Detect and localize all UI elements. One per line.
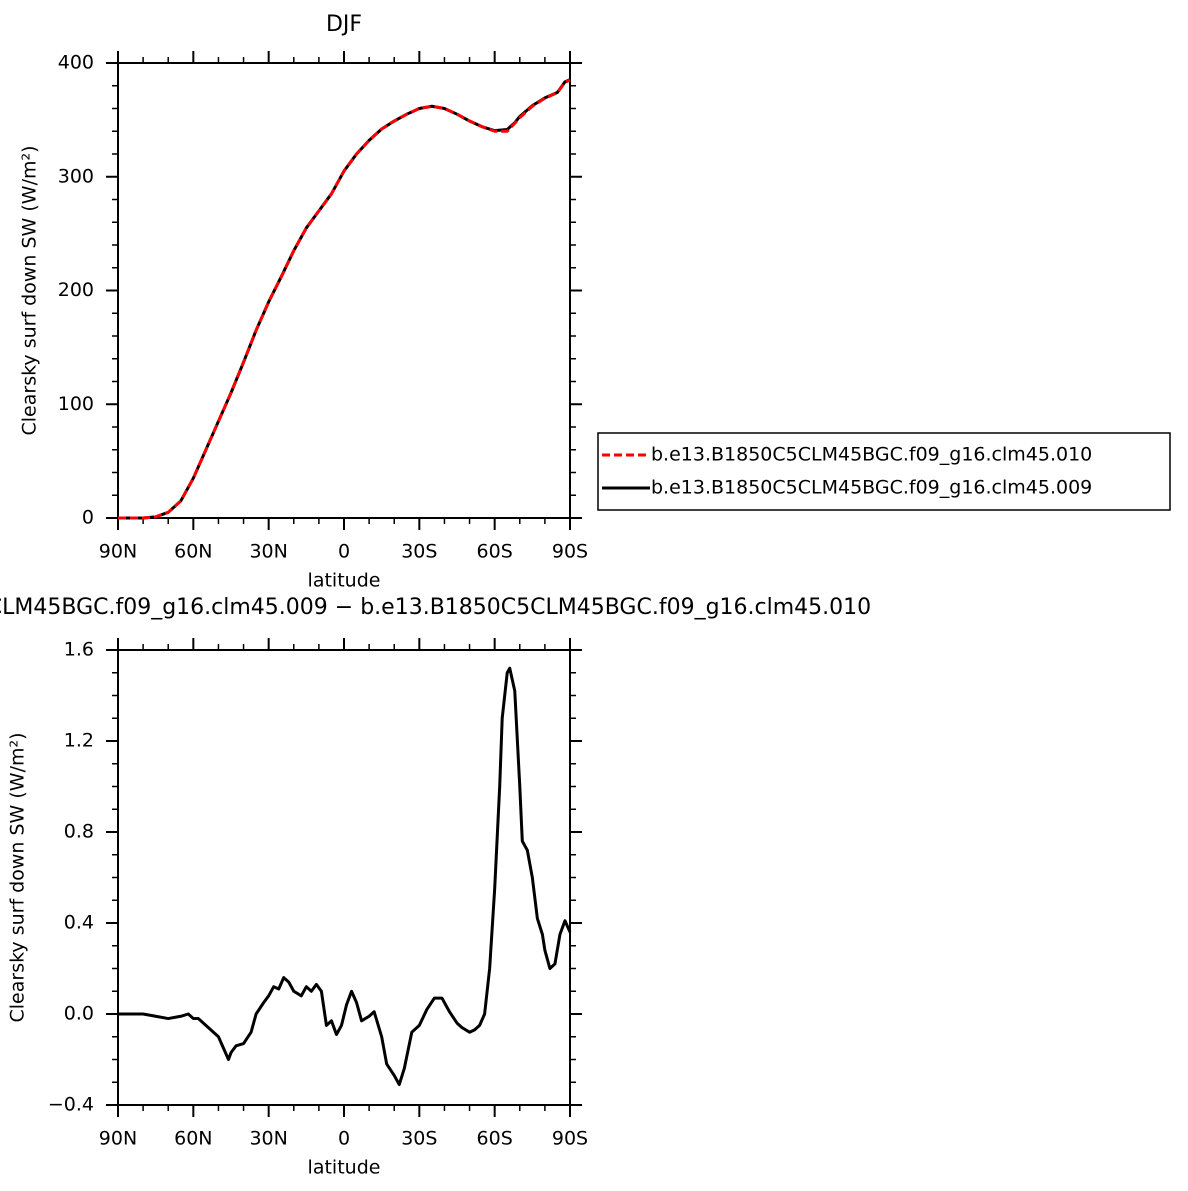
x-tick-label: 30S [401, 1128, 437, 1150]
y-tick-label: −0.4 [48, 1094, 94, 1116]
y-tick-label: 0.8 [64, 821, 94, 843]
x-tick-label: 0 [338, 1128, 350, 1150]
x-tick-label: 0 [338, 541, 350, 563]
y-axis-label: Clearsky surf down SW (W/m²) [19, 145, 41, 435]
y-tick-label: 1.2 [64, 730, 94, 752]
y-tick-label: 200 [58, 279, 94, 301]
chart-title: DJF [326, 12, 362, 37]
x-tick-label: 30N [249, 541, 287, 563]
x-tick-label: 60N [174, 1128, 212, 1150]
y-tick-label: 300 [58, 165, 94, 187]
x-tick-label: 90N [99, 541, 137, 563]
legend-box [597, 432, 1171, 511]
y-axis-label: Clearsky surf down SW (W/m²) [7, 732, 29, 1022]
legend-label: b.e13.B1850C5CLM45BGC.f09_g16.clm45.009 [651, 477, 1092, 499]
y-tick-label: 100 [58, 393, 94, 415]
data-line [118, 78, 571, 520]
y-tick-label: 0.0 [64, 1003, 94, 1025]
y-tick-label: 400 [58, 52, 94, 74]
legend-label: b.e13.B1850C5CLM45BGC.f09_g16.clm45.010 [651, 444, 1092, 466]
x-axis-label: latitude [308, 570, 381, 592]
x-tick-label: 30S [401, 541, 437, 563]
x-tick-label: 60S [477, 1128, 513, 1150]
chart-title: b.e13.B1850C5CLM45BGC.f09_g16.clm45.009 … [0, 595, 871, 620]
data-line [118, 666, 572, 1087]
y-tick-label: 1.6 [64, 639, 94, 661]
x-tick-label: 30N [249, 1128, 287, 1150]
x-tick-label: 90N [99, 1128, 137, 1150]
x-tick-label: 90S [552, 541, 588, 563]
x-axis-label: latitude [308, 1157, 381, 1179]
x-tick-label: 60S [477, 541, 513, 563]
y-tick-label: 0.4 [64, 912, 94, 934]
x-tick-label: 60N [174, 541, 212, 563]
y-tick-label: 0 [82, 507, 94, 529]
x-tick-label: 90S [552, 1128, 588, 1150]
data-line [118, 78, 571, 520]
